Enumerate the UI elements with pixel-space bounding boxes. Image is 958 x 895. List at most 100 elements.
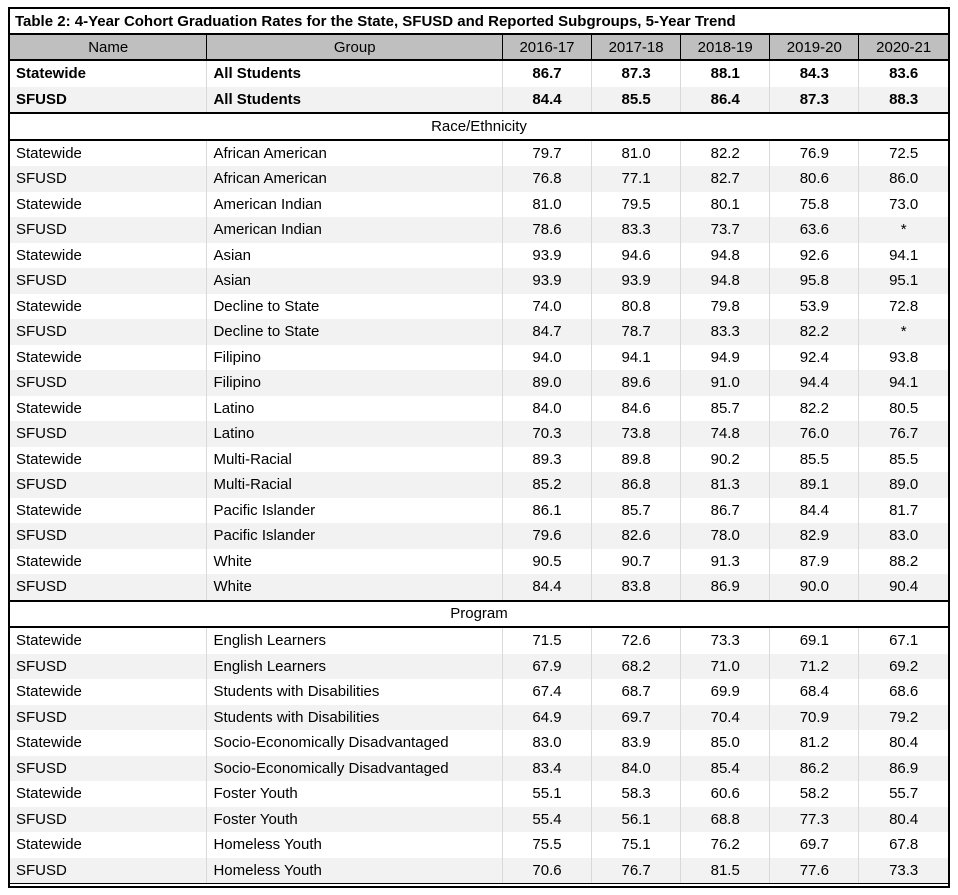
table-title: Table 2: 4-Year Cohort Graduation Rates … — [15, 13, 736, 30]
value-cell: 80.4 — [858, 730, 948, 756]
value-cell: 73.3 — [858, 857, 948, 884]
group-cell: Socio-Economically Disadvantaged — [206, 755, 503, 781]
name-cell: Statewide — [16, 144, 82, 162]
value-cell: 73.7 — [680, 217, 770, 243]
group-cell: Filipino — [206, 344, 503, 370]
graduation-rates-table: Table 2: 4-Year Cohort Graduation Rates … — [8, 7, 950, 888]
document-page: Table 2: 4-Year Cohort Graduation Rates … — [0, 7, 958, 888]
value-cell: 74.0 — [501, 293, 592, 319]
value-cell: 89.8 — [591, 446, 681, 472]
value-cell: 88.1 — [680, 60, 770, 87]
value-cell: 71.5 — [501, 627, 592, 654]
value-cell: 86.9 — [858, 755, 948, 781]
value-cell: 94.8 — [680, 268, 770, 294]
group-cell: Pacific Islander — [206, 523, 503, 549]
value-cell: 79.5 — [591, 191, 681, 217]
name-cell: Statewide — [16, 195, 82, 213]
value-cell: 68.8 — [680, 806, 770, 832]
group-cell: Latino — [206, 421, 503, 447]
value-cell: 68.4 — [769, 679, 859, 705]
table-row: Statewide All Students 86.7 87.3 88.1 84.3 83.… — [10, 60, 948, 87]
value-cell: 85.5 — [591, 86, 681, 113]
value-cell: 67.1 — [858, 627, 948, 654]
table-row: SFUSD Asian 93.9 93.9 94.8 95.8 95.1 — [10, 268, 948, 294]
name-cell: SFUSD — [10, 806, 207, 832]
section-header-row: Race/Ethnicity — [10, 112, 948, 141]
value-cell: 79.8 — [680, 293, 770, 319]
value-cell: 86.4 — [680, 86, 770, 113]
name-cell: Statewide — [16, 348, 82, 366]
value-cell: 85.7 — [680, 395, 770, 421]
value-cell: 88.3 — [858, 86, 948, 113]
group-cell: Pacific Islander — [206, 497, 503, 523]
name-cell: Statewide — [16, 501, 82, 519]
name-cell: Statewide — [16, 65, 87, 82]
group-cell: English Learners — [206, 653, 503, 679]
name-cell: SFUSD — [10, 86, 207, 113]
table-row: SFUSD Latino 70.3 73.8 74.8 76.0 76.7 — [10, 421, 948, 447]
value-cell: 72.6 — [591, 627, 681, 654]
table-row: Statewide White 90.5 90.7 91.3 87.9 88.2 — [10, 548, 948, 574]
table-row: Statewide American Indian 81.0 79.5 80.1 75.8… — [10, 191, 948, 217]
value-cell: 73.0 — [858, 191, 948, 217]
column-header-2019-20: 2019-20 — [769, 33, 860, 61]
value-cell: 70.6 — [501, 857, 592, 884]
value-cell: 69.1 — [769, 627, 859, 654]
value-cell: 58.2 — [769, 781, 859, 807]
group-cell: American Indian — [206, 217, 503, 243]
value-cell: 70.4 — [680, 704, 770, 730]
table-row: Statewide Students with Disabilities 67.4 6… — [10, 679, 948, 705]
value-cell: 89.0 — [858, 472, 948, 498]
name-cell: Statewide — [16, 836, 82, 853]
column-header-2018-19: 2018-19 — [680, 33, 771, 61]
table-body: Statewide All Students 86.7 87.3 88.1 84.3 83.… — [10, 60, 948, 884]
value-cell: 77.1 — [591, 166, 681, 192]
value-cell: 75.8 — [769, 191, 859, 217]
value-cell: 82.9 — [769, 523, 859, 549]
value-cell: 79.6 — [501, 523, 592, 549]
group-cell: Filipino — [206, 370, 503, 396]
table-row: SFUSD English Learners 67.9 68.2 71.0 71.2 69.… — [10, 653, 948, 679]
value-cell: 95.1 — [858, 268, 948, 294]
group-cell: African American — [206, 166, 503, 192]
value-cell: 75.1 — [591, 832, 681, 858]
table-row: Statewide Pacific Islander 86.1 85.7 86.7 84.… — [10, 497, 948, 523]
section-header-row: Program — [10, 599, 948, 628]
name-cell: SFUSD — [10, 472, 207, 498]
table-row: SFUSD Filipino 89.0 89.6 91.0 94.4 94.1 — [10, 370, 948, 396]
value-cell: 68.7 — [591, 679, 681, 705]
table-row: SFUSD White 84.4 83.8 86.9 90.0 90.4 — [10, 574, 948, 601]
header-row: Name Group 2016-17 2017-18 2018-19 2019-… — [10, 33, 948, 61]
name-cell: SFUSD — [10, 653, 207, 679]
value-cell: 89.0 — [501, 370, 592, 396]
value-cell: 82.2 — [680, 139, 770, 166]
value-cell: 85.2 — [501, 472, 592, 498]
value-cell: 67.9 — [501, 653, 592, 679]
value-cell: 84.3 — [769, 60, 859, 87]
value-cell: 93.8 — [858, 344, 948, 370]
value-cell: 69.9 — [680, 679, 770, 705]
value-cell: 92.6 — [769, 242, 859, 268]
value-cell: 94.6 — [591, 242, 681, 268]
section-header-label: Program — [10, 599, 948, 628]
value-cell: 93.9 — [591, 268, 681, 294]
value-cell: 83.6 — [858, 60, 948, 87]
value-cell: 84.6 — [591, 395, 681, 421]
value-cell: 76.7 — [858, 421, 948, 447]
column-header-2017-18: 2017-18 — [591, 33, 682, 61]
value-cell: 81.5 — [680, 857, 770, 884]
value-cell: 80.1 — [680, 191, 770, 217]
value-cell: 70.3 — [501, 421, 592, 447]
value-cell: 82.6 — [591, 523, 681, 549]
value-cell: 71.0 — [680, 653, 770, 679]
name-cell: SFUSD — [10, 166, 207, 192]
name-cell: SFUSD — [10, 755, 207, 781]
value-cell: 81.0 — [591, 139, 681, 166]
value-cell: 75.5 — [501, 832, 592, 858]
name-cell: SFUSD — [10, 857, 207, 884]
value-cell: 87.9 — [769, 548, 859, 574]
value-cell: 73.3 — [680, 627, 770, 654]
value-cell: 76.7 — [591, 857, 681, 884]
value-cell: 86.2 — [769, 755, 859, 781]
group-cell: Foster Youth — [206, 806, 503, 832]
